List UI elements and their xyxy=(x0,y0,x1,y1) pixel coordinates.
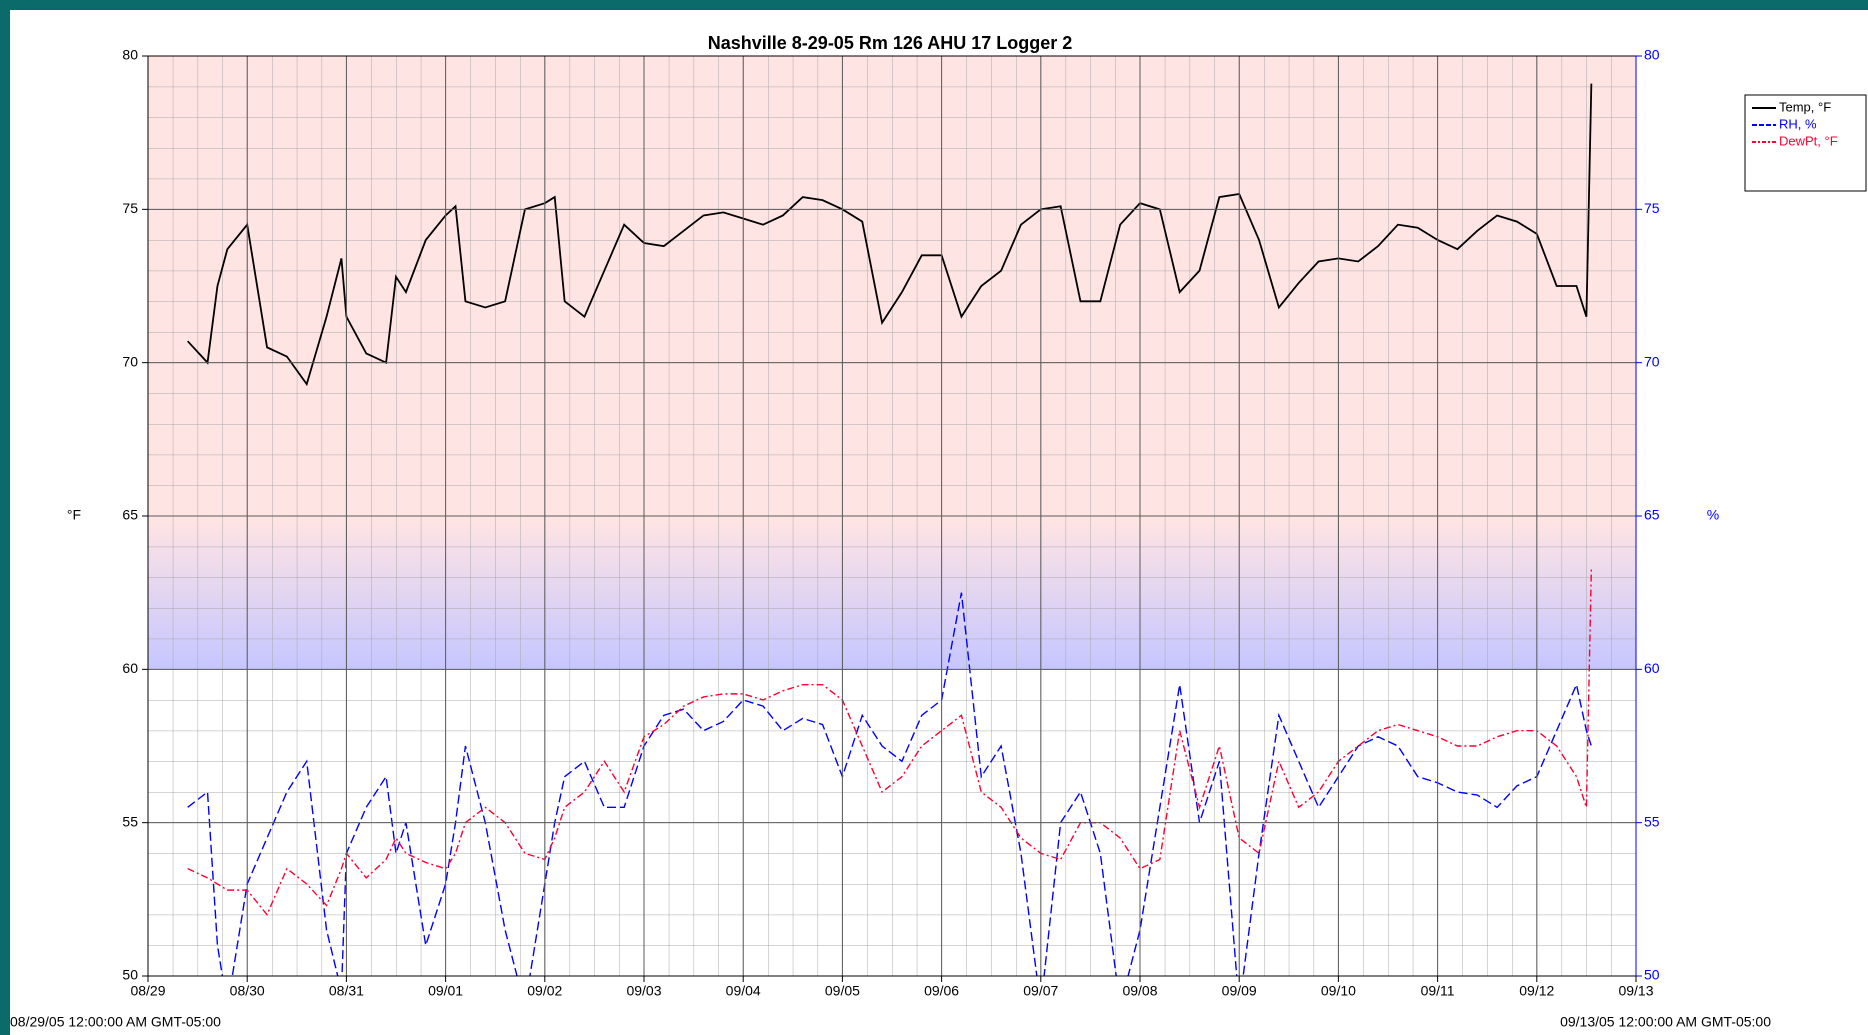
y-tick-label: 50 xyxy=(122,967,138,983)
series-line xyxy=(187,592,1593,976)
x-tick-label: 09/06 xyxy=(924,983,959,999)
start-label: 08/29/05 12:00:00 AM GMT-05:00 xyxy=(10,1014,221,1030)
plot-area xyxy=(187,83,1593,976)
y2-tick-label: 70 xyxy=(1644,353,1660,369)
x-tick-label: 09/05 xyxy=(825,983,860,999)
x-tick-label: 08/30 xyxy=(230,983,265,999)
legend-label: RH, % xyxy=(1779,116,1817,131)
y-tick-label: 60 xyxy=(122,660,138,676)
x-tick-label: 09/08 xyxy=(1122,983,1157,999)
y2-tick-label: 50 xyxy=(1644,967,1660,983)
x-tick-label: 09/12 xyxy=(1519,983,1554,999)
y2-axis-label: % xyxy=(1707,507,1719,523)
series-line xyxy=(187,568,1593,917)
y-tick-label: 65 xyxy=(122,507,138,523)
y-tick-label: 80 xyxy=(122,47,138,63)
y2-tick-label: 75 xyxy=(1644,200,1660,216)
y2-tick-label: 60 xyxy=(1644,660,1660,676)
y-axis-label: °F xyxy=(67,507,81,523)
x-tick-label: 09/03 xyxy=(626,983,661,999)
y-tick-label: 70 xyxy=(122,353,138,369)
x-tick-label: 09/10 xyxy=(1321,983,1356,999)
x-tick-label: 09/04 xyxy=(726,983,761,999)
x-tick-label: 08/31 xyxy=(329,983,364,999)
x-tick-label: 08/29 xyxy=(130,983,165,999)
x-tick-label: 09/09 xyxy=(1222,983,1257,999)
end-label: 09/13/05 12:00:00 AM GMT-05:00 xyxy=(1560,1014,1771,1030)
x-tick-label: 09/13 xyxy=(1618,983,1653,999)
y-tick-label: 55 xyxy=(122,813,138,829)
y2-tick-label: 80 xyxy=(1644,47,1660,63)
x-tick-label: 09/07 xyxy=(1023,983,1058,999)
y2-tick-label: 55 xyxy=(1644,813,1660,829)
legend-label: DewPt, °F xyxy=(1779,133,1838,148)
x-tick-label: 09/11 xyxy=(1421,983,1455,999)
y-tick-label: 75 xyxy=(122,200,138,216)
y2-tick-label: 65 xyxy=(1644,507,1660,523)
axes: 50 55 60 65 70 75 80 50 55 60 65 70 75 80 08/29 08/30 08… xyxy=(122,47,1837,999)
x-tick-label: 09/01 xyxy=(428,983,463,999)
x-tick-label: 09/02 xyxy=(527,983,562,999)
legend-label: Temp, °F xyxy=(1779,99,1831,114)
chart-title: Nashville 8-29-05 Rm 126 AHU 17 Logger 2 xyxy=(708,33,1072,53)
series-line xyxy=(187,83,1593,387)
